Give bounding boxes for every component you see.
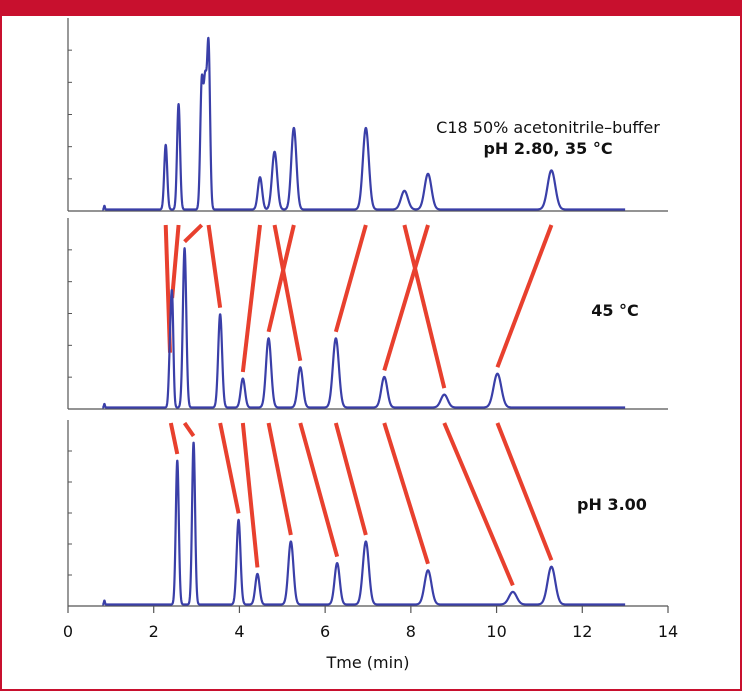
peak-connector	[183, 223, 204, 244]
x-tick-label: 12	[572, 622, 592, 641]
x-axis-label: Tme (min)	[326, 653, 410, 672]
x-axis: 0 2 4 6 8 10 12 14	[63, 606, 678, 641]
peak-connector	[298, 422, 340, 558]
panel-1-label-line-2: pH 2.80, 35 °C	[483, 139, 612, 158]
peak-connector	[333, 422, 368, 536]
x-tick-label: 10	[486, 622, 506, 641]
x-tick-label: 14	[658, 622, 678, 641]
peak-connector	[382, 422, 430, 565]
chromatogram-panels: C18 50% acetonitrile–buffer pH 2.80, 35 °…	[67, 18, 668, 607]
panel-2-label-line-1: 45 °C	[591, 301, 639, 320]
peak-connector	[240, 422, 260, 568]
panel-1-label-line-1: C18 50% acetonitrile–buffer	[436, 118, 660, 137]
peak-connector	[333, 224, 368, 333]
peak-connector	[206, 224, 223, 308]
top-accent-bar	[0, 0, 742, 16]
peak-connector	[495, 422, 554, 561]
panel-1: C18 50% acetonitrile–buffer pH 2.80, 35 °…	[67, 18, 668, 212]
peak-connector	[182, 421, 196, 438]
peak-connectors	[163, 223, 554, 587]
chromatogram-trace	[101, 36, 627, 211]
x-tick-label: 8	[406, 622, 416, 641]
peak-connector	[272, 224, 303, 362]
peak-connector	[402, 224, 447, 389]
peak-connector	[382, 224, 430, 372]
panel-3: pH 3.00	[67, 420, 668, 607]
x-tick-label: 2	[149, 622, 159, 641]
panel-2: 45 °C	[67, 218, 668, 410]
peak-connector	[266, 224, 296, 333]
peak-connector	[240, 224, 262, 373]
peak-connector	[442, 422, 515, 587]
peak-connector	[266, 422, 293, 536]
peak-connector	[168, 422, 180, 455]
panel-3-label-line-1: pH 3.00	[577, 495, 647, 514]
x-tick-label: 6	[320, 622, 330, 641]
x-tick-label: 0	[63, 622, 73, 641]
chromatogram-trace	[101, 441, 627, 606]
chromatogram-trace	[101, 247, 627, 409]
peak-connector	[170, 224, 181, 299]
peak-connector	[495, 224, 554, 368]
x-tick-label: 4	[234, 622, 244, 641]
peak-connector	[218, 422, 241, 514]
